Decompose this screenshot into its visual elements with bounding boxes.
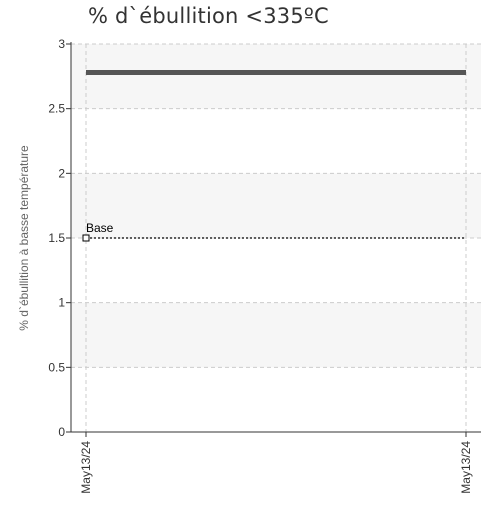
reference-line-group: Base (82, 221, 466, 242)
plot-band (71, 302, 481, 368)
plot-bands (71, 44, 481, 432)
y-axis-ticks: 0 0.5 1 1.5 2 2.5 3 (48, 37, 71, 439)
x-tick-label: May13/24 (79, 441, 93, 494)
y-tick-label: 2.5 (48, 102, 65, 116)
y-tick-label: 1 (58, 296, 65, 310)
y-tick-label: 3 (58, 37, 65, 51)
plot-band (71, 238, 481, 303)
y-axis-title: % d`ébullition à basse température (17, 145, 31, 331)
reference-label: Base (86, 221, 114, 235)
x-tick-label: May13/24 (459, 441, 473, 494)
y-tick-label: 2 (58, 166, 65, 180)
y-tick-label: 1.5 (48, 231, 65, 245)
y-tick-label: 0.5 (48, 360, 65, 374)
chart-title: % d`ébullition <335ºC (88, 4, 329, 28)
x-axis-ticks: May13/24 May13/24 (79, 432, 473, 494)
reference-marker (82, 234, 90, 242)
plot-band (71, 367, 481, 432)
plot-band (71, 44, 481, 109)
y-tick-label: 0 (58, 425, 65, 439)
plot-band (71, 173, 481, 238)
plot-band (71, 108, 481, 174)
